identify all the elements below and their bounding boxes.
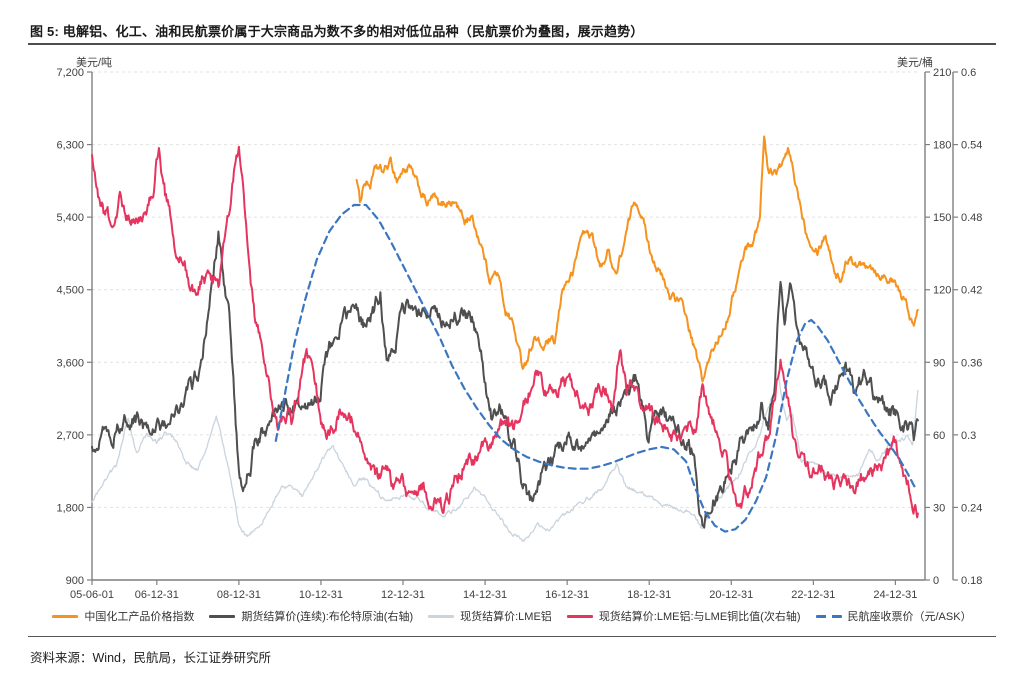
right-axis-tick-label: 30 [933,502,945,514]
right-axis2-tick-label: 0.6 [961,67,976,79]
right-axis-tick-label: 90 [933,357,945,369]
legend-swatch-line [566,614,593,618]
right-axis-unit-label: 美元/桶 [897,57,934,69]
left-axis-tick-label: 2,700 [56,430,84,442]
left-axis-tick-label: 900 [66,575,84,587]
legend-label: 中国化工产品价格指数 [84,611,195,623]
right-axis-tick-label: 0 [933,575,939,587]
legend-item: 期货结算价(连续):布伦特原油(右轴) [209,608,413,624]
x-axis-tick-label: 06-12-31 [135,589,179,601]
series-line-4 [274,203,918,533]
x-axis-tick-label: 16-12-31 [545,589,589,601]
x-axis-tick-label: 10-12-31 [299,589,343,601]
legend-swatch-dashed-line [815,614,842,618]
x-axis-tick-label: 12-12-31 [381,589,425,601]
title-divider [28,43,996,45]
x-axis-tick-label: 08-12-31 [217,589,261,601]
right-axis2-tick-label: 0.42 [961,285,982,297]
left-axis-tick-label: 7,200 [56,67,84,79]
right-axis-tick-label: 180 [933,140,951,152]
x-axis-tick-label: 14-12-31 [463,589,507,601]
x-axis-tick-label: 05-06-01 [70,589,114,601]
left-axis-tick-label: 3,600 [56,357,84,369]
legend-label: 期货结算价(连续):布伦特原油(右轴) [241,611,414,623]
legend-item: 现货结算价:LME铝 [428,608,552,624]
chart-legend: 中国化工产品价格指数 期货结算价(连续):布伦特原油(右轴) 现货结算价:LME铝 现… [0,608,1024,624]
footer-divider [28,636,996,637]
right-axis-tick-label: 210 [933,67,951,79]
source-note: 资料来源：Wind，民航局，长江证券研究所 [30,651,271,665]
right-axis-tick-label: 150 [933,212,951,224]
left-axis-tick-label: 5,400 [56,212,84,224]
left-axis-unit-label: 美元/吨 [76,57,113,69]
chart-canvas: 900 1,800 2,700 3,600 4,500 5,400 6,300 7,200 0 3… [56,67,982,601]
left-axis-tick-label: 4,500 [56,285,84,297]
legend-label: 现货结算价:LME铝:与LME铜比值(次右轴) [598,611,801,623]
right-axis2-tick-label: 0.48 [961,212,982,224]
legend-label: 现货结算价:LME铝 [460,611,552,623]
right-axis2-tick-label: 0.3 [961,430,976,442]
x-axis-tick-label: 20-12-31 [709,589,753,601]
legend-swatch-line [209,614,236,618]
series-line-1 [91,230,919,529]
right-axis-tick-label: 120 [933,285,951,297]
series-line-2 [91,376,919,542]
x-axis-tick-label: 24-12-31 [873,589,917,601]
legend-item: 现货结算价:LME铝:与LME铜比值(次右轴) [566,608,801,624]
legend-item: 民航座收票价（元/ASK） [815,608,972,624]
left-axis-tick-label: 6,300 [56,140,84,152]
legend-item: 中国化工产品价格指数 [52,608,194,624]
legend-swatch-line [52,614,79,618]
series-line-0 [355,135,919,383]
x-axis-tick-label: 22-12-31 [791,589,835,601]
series-line-3 [91,145,919,519]
right-axis2-tick-label: 0.36 [961,357,982,369]
left-axis-tick-label: 1,800 [56,502,84,514]
right-axis2-tick-label: 0.18 [961,575,982,587]
figure-title: 图 5: 电解铝、化工、油和民航票价属于大宗商品为数不多的相对低位品种（民航票价… [30,24,644,39]
right-axis2-tick-label: 0.24 [961,502,982,514]
x-axis-tick-label: 18-12-31 [627,589,671,601]
right-axis-tick-label: 60 [933,430,945,442]
legend-label: 民航座收票价（元/ASK） [847,611,972,623]
legend-swatch-line [428,614,455,618]
right-axis2-tick-label: 0.54 [961,140,982,152]
